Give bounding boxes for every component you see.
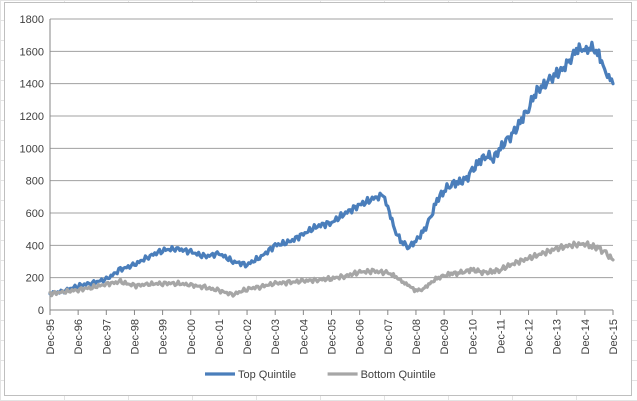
line-chart: 0 200 400 600 800 1000 1200 1400 1600 1800 Dec-95 D… (20, 14, 620, 381)
x-tick-label: Dec-15 (608, 319, 620, 354)
y-tick-label: 400 (26, 240, 44, 252)
x-tick-label: Dec-96 (73, 319, 85, 354)
y-tick-label: 600 (26, 208, 44, 220)
x-tick-label: Dec-95 (45, 319, 57, 354)
legend-label: Bottom Quintile (361, 369, 436, 381)
x-tick-label: Dec-03 (270, 319, 282, 354)
y-tick-label: 1600 (20, 46, 44, 58)
x-tick-label: Dec-99 (158, 319, 170, 354)
x-tick-label: Dec-97 (101, 319, 113, 354)
series-line-bottom-quintile[interactable] (48, 240, 615, 298)
x-tick-label: Dec-00 (186, 319, 198, 354)
x-tick-label: Dec-12 (524, 319, 536, 354)
y-tick-label: 200 (26, 273, 44, 285)
x-tick-label: Dec-07 (383, 319, 395, 354)
x-tick-label: Dec-04 (298, 319, 310, 354)
x-tick-label: Dec-98 (129, 319, 141, 354)
y-tick-label: 1000 (20, 143, 44, 155)
x-tick-label: Dec-11 (495, 319, 507, 354)
x-tick-label: Dec-14 (580, 319, 592, 354)
y-tick-label: 1200 (20, 111, 44, 123)
x-tick-label: Dec-08 (411, 319, 423, 354)
chart-area[interactable]: 0 200 400 600 800 1000 1200 1400 1600 1800 Dec-95 D… (4, 2, 632, 396)
y-tick-label: 800 (26, 176, 44, 188)
x-tick-label: Dec-05 (327, 319, 339, 354)
x-tick-label: Dec-10 (467, 319, 479, 354)
series-lines (48, 40, 615, 298)
y-tick-label: 0 (38, 305, 44, 317)
legend[interactable]: Top Quintile Bottom Quintile (205, 369, 436, 381)
x-tick-label: Dec-13 (552, 319, 564, 354)
x-tick-label: Dec-09 (439, 319, 451, 354)
gridlines (50, 18, 613, 311)
x-tick-label: Dec-06 (355, 319, 367, 354)
x-tick-label: Dec-02 (242, 319, 254, 354)
series-line-top-quintile[interactable] (48, 40, 615, 297)
x-tick-label: Dec-01 (214, 319, 226, 354)
legend-label: Top Quintile (238, 369, 296, 381)
y-tick-label: 1800 (20, 14, 44, 26)
axes: 0 200 400 600 800 1000 1200 1400 1600 1800 Dec-95 D… (20, 14, 620, 354)
y-tick-label: 1400 (20, 79, 44, 91)
